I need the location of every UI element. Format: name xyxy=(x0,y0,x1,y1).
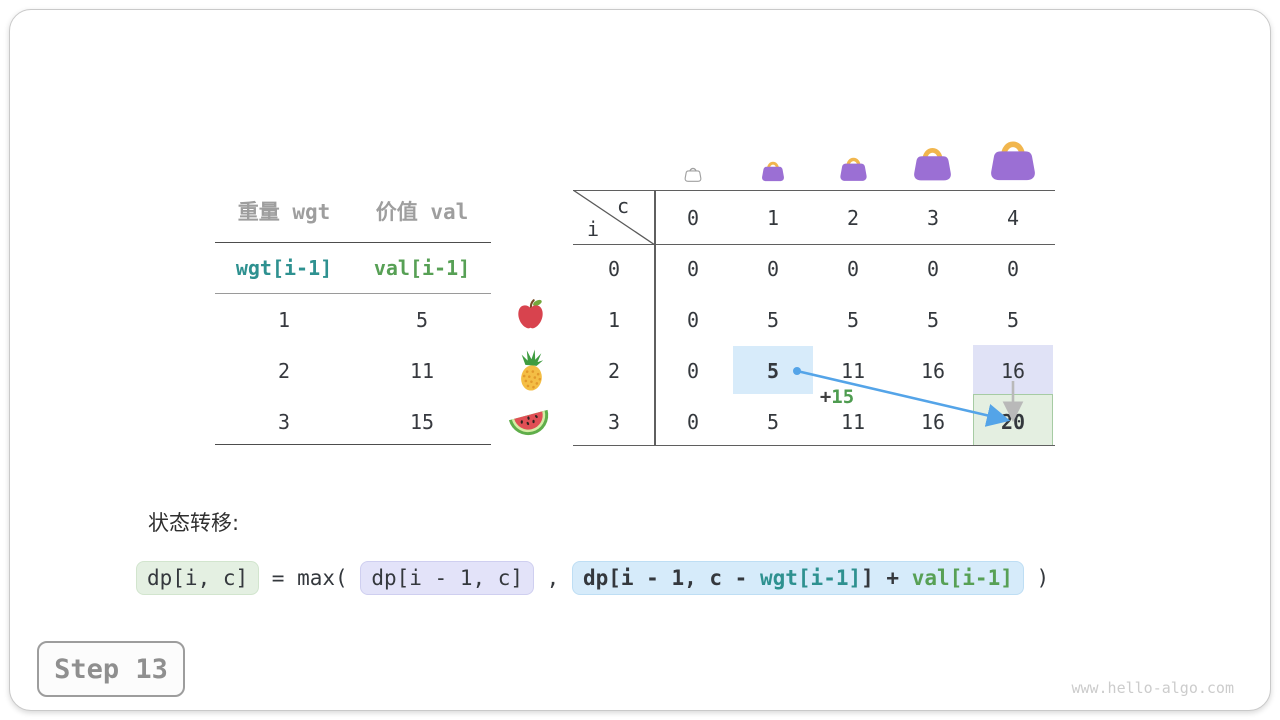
formula-lhs: dp[i, c] xyxy=(136,561,260,595)
pineapple-icon xyxy=(512,349,550,392)
val-var-label: val[i-1] xyxy=(373,256,471,280)
item-weight: 1 xyxy=(277,308,291,332)
item-row-1: 1 5 xyxy=(215,308,491,332)
item-weight: 3 xyxy=(277,410,291,434)
dp-cell: 0 xyxy=(686,359,700,383)
row-label: 1 xyxy=(607,308,621,332)
plus-sign: + xyxy=(819,386,832,408)
formula-arg2-mid: ] + xyxy=(861,566,912,590)
handbag-icon xyxy=(760,157,786,182)
row-label: 3 xyxy=(607,410,621,434)
item-table-var-row: wgt[i-1] val[i-1] xyxy=(215,254,491,282)
item-value: 11 xyxy=(409,359,435,383)
corner-diagonal xyxy=(573,190,655,245)
dp-cell-result: 20 xyxy=(1000,410,1026,434)
watermelon-icon xyxy=(506,399,552,437)
handbag-icon xyxy=(838,152,869,182)
transition-formula: dp[i, c] = max( dp[i - 1, c] , dp[i - 1,… xyxy=(136,561,1049,595)
col-header: 3 xyxy=(926,206,940,230)
dp-cell-source: 5 xyxy=(766,359,780,383)
col-header: 2 xyxy=(846,206,860,230)
weight-column-header: 重量 wgt xyxy=(237,200,331,224)
col-header: 4 xyxy=(1006,206,1020,230)
dp-cell: 16 xyxy=(920,359,946,383)
dp-cell: 11 xyxy=(840,410,866,434)
divider xyxy=(215,242,491,243)
dp-cell: 0 xyxy=(766,257,780,281)
value-column-header: 价值 val xyxy=(375,200,469,224)
plus-value: 15 xyxy=(831,386,855,408)
table-rule xyxy=(573,445,1055,446)
dp-cell: 5 xyxy=(926,308,940,332)
formula-arg2-val: val[i-1] xyxy=(911,566,1013,590)
formula-close: ) xyxy=(1023,566,1050,590)
table-rule xyxy=(654,190,656,446)
dp-cell: 0 xyxy=(686,257,700,281)
dp-cell: 0 xyxy=(926,257,940,281)
item-table: 重量 wgt 价值 val wgt[i-1] val[i-1] 1 5 2 11… xyxy=(215,196,491,448)
dp-cell: 5 xyxy=(766,410,780,434)
col-header: 1 xyxy=(766,206,780,230)
formula-arg2-wgt: wgt[i-1] xyxy=(759,566,862,590)
formula-eq: = max( xyxy=(259,566,361,590)
item-table-header: 重量 wgt 价值 val xyxy=(215,196,491,228)
item-value: 15 xyxy=(409,410,435,434)
divider xyxy=(215,293,491,294)
dp-cell: 0 xyxy=(686,410,700,434)
table-rule xyxy=(573,244,1055,245)
dp-cell: 5 xyxy=(766,308,780,332)
dp-cell: 16 xyxy=(920,410,946,434)
dp-cell: 0 xyxy=(846,257,860,281)
handbag-icon xyxy=(911,140,954,182)
corner-col-var: c xyxy=(617,194,630,218)
col-header: 0 xyxy=(686,206,700,230)
apple-icon xyxy=(514,297,547,330)
step-badge: Step 13 xyxy=(37,641,185,697)
dp-cell-prev: 16 xyxy=(1000,359,1026,383)
watermark: www.hello-algo.com xyxy=(1071,679,1234,697)
dp-cell: 0 xyxy=(1006,257,1020,281)
item-row-3: 3 15 xyxy=(215,410,491,434)
dp-cell: 5 xyxy=(846,308,860,332)
table-rule xyxy=(573,190,1055,191)
row-label: 2 xyxy=(607,359,621,383)
dp-cell: 11 xyxy=(840,359,866,383)
formula-arg2-prefix: dp[i - 1, c - xyxy=(582,566,760,590)
item-value: 5 xyxy=(415,308,429,332)
dp-table: c i 0 1 2 3 4 0 1 2 3 0 0 0 0 0 0 5 5 5 … xyxy=(573,190,1055,447)
handbag-icon xyxy=(987,132,1039,182)
dp-cell: 0 xyxy=(686,308,700,332)
empty-handbag-icon xyxy=(683,164,703,182)
plus-value-annotation: +15 xyxy=(805,386,869,408)
divider xyxy=(215,444,491,445)
wgt-var-label: wgt[i-1] xyxy=(235,256,333,280)
row-label: 0 xyxy=(607,257,621,281)
corner-row-var: i xyxy=(587,217,600,241)
formula-arg2: dp[i - 1, c - wgt[i-1]] + val[i-1] xyxy=(571,561,1024,595)
transition-label: 状态转移: xyxy=(148,511,240,535)
formula-comma: , xyxy=(534,566,572,590)
formula-arg1: dp[i - 1, c] xyxy=(360,561,535,595)
item-row-2: 2 11 xyxy=(215,359,491,383)
item-weight: 2 xyxy=(277,359,291,383)
dp-cell: 5 xyxy=(1006,308,1020,332)
